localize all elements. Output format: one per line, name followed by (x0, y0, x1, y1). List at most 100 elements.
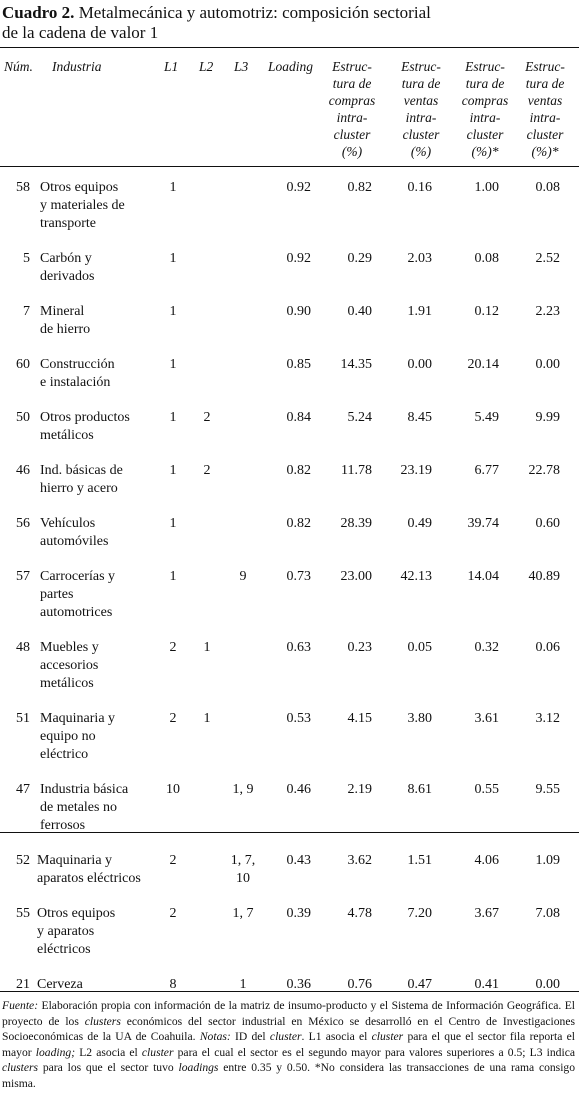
industry-name: e instalación (40, 375, 110, 390)
column-header: tura de (526, 76, 565, 91)
table-cell: 1 (170, 180, 177, 195)
table-cell: 1.91 (408, 304, 433, 319)
table-cell: 0.16 (408, 180, 433, 195)
industry-name: de hierro (40, 322, 90, 337)
table-cell: 8.61 (408, 782, 433, 797)
table-cell: 0.92 (287, 251, 312, 266)
industry-name: Maquinaria y (40, 711, 115, 726)
table-cell: 1 (240, 977, 247, 992)
table-cell: 0.23 (348, 640, 373, 655)
table-cell: 0.49 (408, 516, 433, 531)
footnote-text: ID del (230, 1030, 270, 1044)
table-cell: 46 (16, 463, 30, 478)
table-cell: 8 (170, 977, 177, 992)
table-cell: 1 (204, 711, 211, 726)
column-header: Núm. (3, 59, 33, 74)
table-cell: 0.08 (536, 180, 561, 195)
table-cell: 5.49 (475, 410, 500, 425)
table-cell: 1 (170, 569, 177, 584)
table-cell: 2.19 (348, 782, 373, 797)
column-header: cluster (467, 127, 504, 142)
industry-name: de metales no (40, 800, 117, 815)
table-cell: 0.12 (475, 304, 500, 319)
table-cell: 9.99 (536, 410, 561, 425)
column-header: (%) (342, 144, 363, 159)
column-header: L2 (198, 59, 214, 74)
table-cell: 0.60 (536, 516, 561, 531)
industry-name: automotrices (40, 605, 112, 620)
table-cell: 4.06 (475, 853, 500, 868)
column-header: cluster (527, 127, 564, 142)
industry-name: eléctrico (40, 747, 88, 762)
footnote-text: para el cual el sector es el segundo may… (173, 1045, 575, 1059)
table-cell: 6.77 (475, 463, 500, 478)
table-cell: 9 (240, 569, 247, 584)
table-cell: 0.55 (475, 782, 500, 797)
column-header: (%)* (472, 144, 499, 159)
footnote-text: Notas: (199, 1030, 231, 1044)
table-cell: 57 (16, 569, 30, 584)
title: Cuadro 2. Metalmecánica y automotriz: co… (2, 3, 431, 22)
table-cell: 52 (16, 853, 30, 868)
table-cell: 0.47 (408, 977, 433, 992)
table-cell: 7.08 (536, 906, 561, 921)
table-cell: 0.08 (475, 251, 500, 266)
table-cell: 0.06 (536, 640, 561, 655)
footnote-text: para el que el sector fila reporta el ma… (2, 1030, 576, 1059)
industry-name: hierro y acero (40, 481, 118, 496)
column-header: (%) (411, 144, 432, 159)
table-cell: 3.80 (408, 711, 433, 726)
industry-name: Carbón y (40, 251, 92, 266)
table-cell: 11.78 (341, 463, 372, 478)
column-header: intra- (406, 110, 437, 125)
table-cell: 48 (16, 640, 30, 655)
table-cell: 9.55 (536, 782, 561, 797)
table-cell: 28.39 (341, 516, 373, 531)
table-cell: 3.67 (475, 906, 500, 921)
column-header: tura de (466, 76, 505, 91)
column-header: Estruc- (331, 59, 372, 74)
column-header: L1 (163, 59, 178, 74)
table-cell: 10 (166, 782, 180, 797)
title-label: Cuadro 2. (2, 3, 74, 22)
table-cell: 23.19 (401, 463, 433, 478)
footnote-text: clusters (84, 1014, 121, 1028)
industry-name: Construcción (40, 357, 115, 372)
column-header: compras (462, 93, 509, 108)
industry-name: Muebles y (40, 640, 99, 655)
column-header: L3 (233, 59, 249, 74)
table-cell: 0.36 (287, 977, 312, 992)
industry-name: Vehículos (40, 516, 95, 531)
table-cell: 58 (16, 180, 30, 195)
table-cell: 5 (23, 251, 30, 266)
table-cell: 0.40 (348, 304, 373, 319)
footnote-text: Fuente: (2, 999, 39, 1012)
column-header: Industria (51, 59, 102, 74)
table-cell: 0.43 (287, 853, 312, 868)
table-cell: 2 (170, 640, 177, 655)
industry-name: y aparatos (37, 924, 94, 939)
table-cell: 1 (170, 357, 177, 372)
table-cell: 21 (16, 977, 30, 992)
table-cell: 0.46 (287, 782, 312, 797)
industry-name: partes (40, 587, 73, 602)
table-cell: 0.00 (408, 357, 433, 372)
footnote-text: cluster (371, 1030, 404, 1044)
table-cell: 0.76 (348, 977, 373, 992)
industry-name: derivados (40, 269, 94, 284)
footnote: Fuente: Elaboración propia con informaci… (2, 998, 575, 1092)
table-cell: 1, 7 (233, 906, 254, 921)
column-header: Loading (267, 59, 313, 74)
industry-name: y materiales de (40, 198, 125, 213)
industry-name: Ind. básicas de (40, 463, 123, 478)
column-header: intra- (470, 110, 501, 125)
table-cell: 4.78 (348, 906, 373, 921)
table-cell: 0.63 (287, 640, 312, 655)
table-cell: 0.90 (287, 304, 312, 319)
table-cell: 1.00 (475, 180, 500, 195)
table-cell: 2 (204, 410, 211, 425)
column-header: Estruc- (400, 59, 441, 74)
industry-name: Industria básica (40, 782, 129, 797)
table-cell: 1, 9 (233, 782, 254, 797)
